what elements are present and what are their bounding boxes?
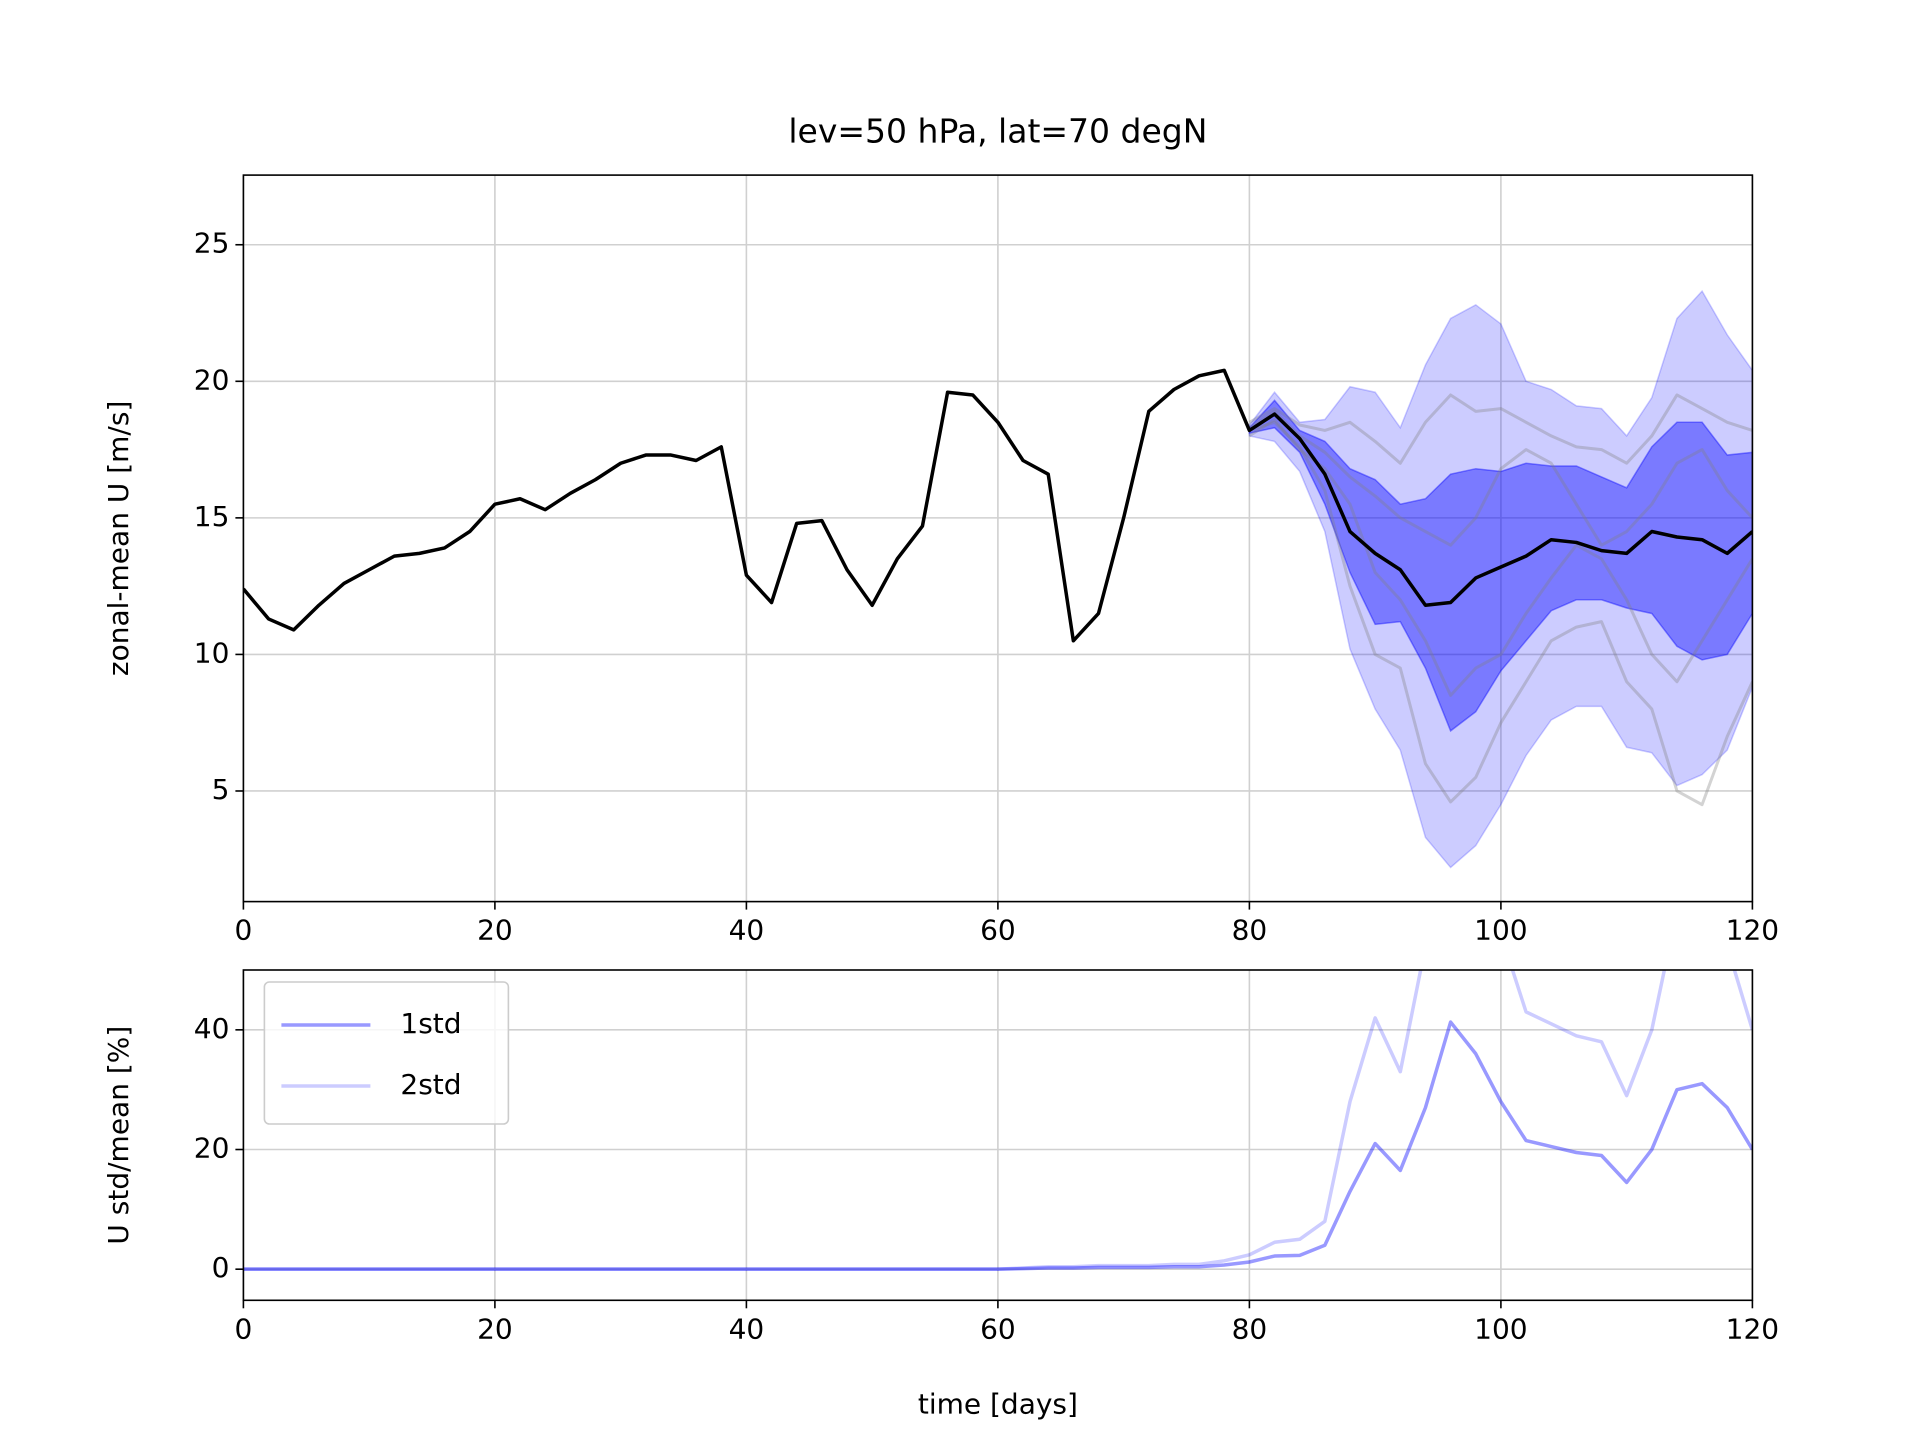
x-tick-label: 100: [1474, 1312, 1527, 1345]
x-tick-label: 0: [234, 914, 252, 947]
x-tick-label: 120: [1726, 914, 1779, 947]
plot-area: [243, 289, 1753, 869]
series-line: [243, 970, 1753, 1271]
axes-frame: [242, 174, 1754, 903]
member-line: [1248, 409, 1753, 547]
y-tick-label: 25: [194, 227, 230, 260]
x-tick-label: 60: [980, 1312, 1016, 1345]
y-tick-label: 15: [194, 500, 230, 533]
y-tick-label: 0: [212, 1251, 230, 1284]
x-tick-label: 40: [729, 914, 765, 947]
axes-frame: [242, 969, 1754, 1302]
x-tick-label: 60: [980, 914, 1016, 947]
series-line: [243, 1020, 1753, 1271]
x-tick-label: 0: [234, 1312, 252, 1345]
y-tick-label: 10: [194, 636, 230, 669]
legend-label: 2std: [400, 1068, 461, 1101]
x-axis-label: time [days]: [918, 1387, 1078, 1420]
member-line: [1248, 418, 1753, 697]
x-tick-label: 20: [477, 1312, 513, 1345]
legend-label: 1std: [400, 1007, 461, 1040]
x-tick-label: 80: [1232, 1312, 1268, 1345]
plot-area: [243, 970, 1753, 1271]
y-tick-label: 40: [194, 1012, 230, 1045]
y-tick-label: 20: [194, 363, 230, 396]
x-tick-label: 20: [477, 914, 513, 947]
y-tick-label: 20: [194, 1132, 230, 1165]
legend-box: [263, 981, 510, 1125]
x-tick-label: 80: [1232, 914, 1268, 947]
member-line: [1248, 420, 1753, 807]
y-tick-label: 5: [212, 773, 230, 806]
y-axis-label: zonal-mean U [m/s]: [102, 401, 135, 676]
member-line: [1248, 393, 1753, 465]
x-tick-label: 100: [1474, 914, 1527, 947]
y-axis-label: U std/mean [%]: [102, 1026, 135, 1245]
x-tick-label: 120: [1726, 1312, 1779, 1345]
x-tick-label: 40: [729, 1312, 765, 1345]
member-line: [243, 368, 1753, 643]
chart-title: lev=50 hPa, lat=70 degN: [788, 112, 1207, 151]
